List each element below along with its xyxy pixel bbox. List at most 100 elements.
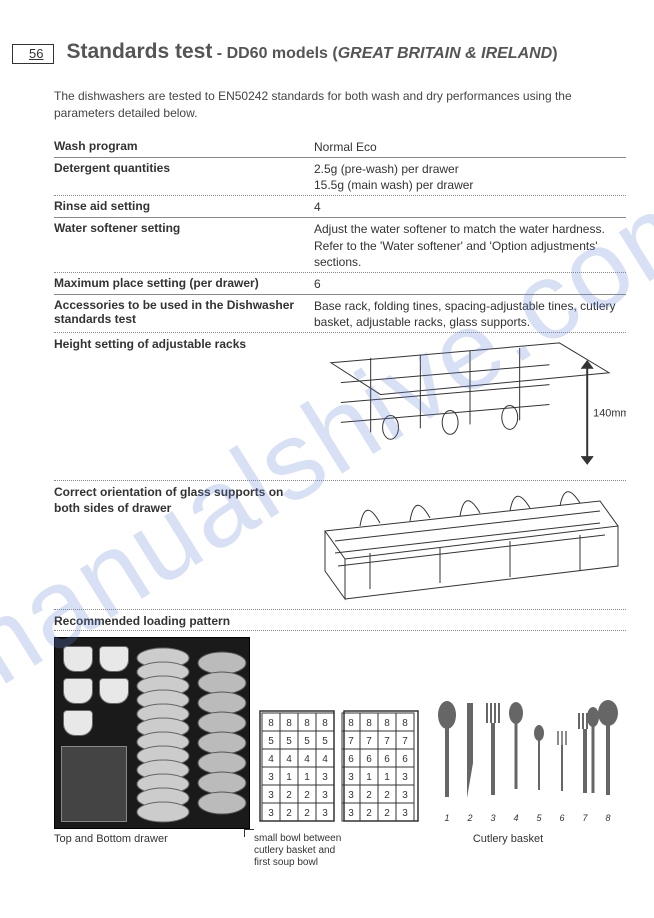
page-number: 56 [29, 46, 43, 61]
svg-text:5: 5 [304, 736, 310, 747]
svg-text:6: 6 [402, 754, 408, 765]
svg-text:3: 3 [322, 808, 328, 819]
label-accessories: Accessories to be used in the Dishwasher… [54, 298, 314, 326]
svg-text:7: 7 [348, 736, 354, 747]
label-detergent: Detergent quantities [54, 161, 314, 175]
svg-text:8: 8 [286, 718, 292, 729]
svg-text:6: 6 [348, 754, 354, 765]
svg-text:8: 8 [268, 718, 274, 729]
caption-drawer: Top and Bottom drawer [54, 833, 250, 869]
svg-text:5: 5 [268, 736, 274, 747]
value-max-place: 6 [314, 276, 626, 292]
drawer-photo [54, 637, 250, 829]
value-softener: Adjust the water softener to match the w… [314, 221, 626, 270]
rack-height-diagram: 140mm [314, 333, 626, 480]
cutlery-items-diagram: 12345678 [430, 695, 626, 829]
svg-text:4: 4 [268, 754, 274, 765]
loading-images-row: 8 8 8 8 8 8 8 8 5 5 5 5 7 7 7 7 4 4 4 4 6 6 6 6 3 1 1 3 3 1 1 3 3 2 2 3 3 2 2 3… [54, 637, 626, 829]
label-max-place: Maximum place setting (per drawer) [54, 276, 314, 290]
page-title-wrap: Standards test - DD60 models (GREAT BRIT… [66, 40, 557, 64]
title-separator: - [212, 45, 226, 62]
cutlery-basket-grid: 8 8 8 8 8 8 8 8 5 5 5 5 7 7 7 7 4 4 4 4 6 6 6 6 3 1 1 3 3 1 1 3 3 2 2 3 3 2 2 3… [258, 709, 422, 829]
label-softener: Water softener setting [54, 221, 314, 235]
svg-text:3: 3 [322, 790, 328, 801]
svg-text:5: 5 [286, 736, 292, 747]
svg-text:1: 1 [384, 772, 390, 783]
svg-text:3: 3 [402, 790, 408, 801]
svg-text:8: 8 [605, 813, 610, 823]
captions-row: Top and Bottom drawer small bowl between… [54, 833, 626, 869]
loading-pattern-section: 8 8 8 8 8 8 8 8 5 5 5 5 7 7 7 7 4 4 4 4 6 6 6 6 3 1 1 3 3 1 1 3 3 2 2 3 3 2 2 3… [54, 637, 626, 869]
svg-text:3: 3 [348, 790, 354, 801]
svg-text:4: 4 [322, 754, 328, 765]
svg-text:8: 8 [366, 718, 372, 729]
svg-text:1: 1 [304, 772, 310, 783]
svg-text:3: 3 [322, 772, 328, 783]
row-softener: Water softener setting Adjust the water … [54, 218, 626, 273]
svg-text:3: 3 [348, 772, 354, 783]
title-region: GREAT BRITAIN & IRELAND [338, 45, 553, 62]
svg-text:3: 3 [268, 790, 274, 801]
value-rinse-aid: 4 [314, 199, 626, 215]
row-accessories: Accessories to be used in the Dishwasher… [54, 295, 626, 333]
svg-text:3: 3 [402, 772, 408, 783]
svg-text:8: 8 [384, 718, 390, 729]
glass-support-diagram [314, 481, 626, 609]
specs-table: Wash program Normal Eco Detergent quanti… [54, 136, 626, 870]
label-wash-program: Wash program [54, 139, 314, 153]
value-wash-program: Normal Eco [314, 139, 626, 155]
glass-orientation-figure: Correct orientation of glass supports on… [54, 481, 626, 610]
svg-text:2: 2 [384, 808, 390, 819]
label-glass-orientation: Correct orientation of glass supports on… [54, 481, 314, 609]
title-model: DD60 models [227, 45, 328, 62]
svg-text:3: 3 [268, 808, 274, 819]
caption-cutlery-basket: Cutlery basket [350, 833, 626, 869]
page-container: manualshive.com 56 Standards test - DD60… [0, 0, 654, 889]
height-dimension-label: 140mm [593, 408, 626, 420]
svg-text:8: 8 [402, 718, 408, 729]
svg-text:8: 8 [348, 718, 354, 729]
value-detergent: 2.5g (pre-wash) per drawer 15.5g (main w… [314, 161, 626, 193]
svg-text:4: 4 [304, 754, 310, 765]
caption-small-bowl: small bowl between cutlery basket and fi… [250, 833, 350, 869]
row-rinse-aid: Rinse aid setting 4 [54, 196, 626, 218]
svg-text:2: 2 [366, 790, 372, 801]
svg-text:1: 1 [366, 772, 372, 783]
loading-pattern-header: Recommended loading pattern [54, 610, 626, 631]
page-number-box: 56 [12, 44, 54, 64]
svg-text:8: 8 [304, 718, 310, 729]
label-height-setting: Height setting of adjustable racks [54, 333, 314, 480]
svg-text:4: 4 [286, 754, 292, 765]
svg-text:7: 7 [384, 736, 390, 747]
svg-text:3: 3 [402, 808, 408, 819]
height-setting-figure: Height setting of adjustable racks 140mm [54, 333, 626, 481]
label-rinse-aid: Rinse aid setting [54, 199, 314, 213]
svg-text:7: 7 [402, 736, 408, 747]
svg-text:2: 2 [384, 790, 390, 801]
svg-text:8: 8 [322, 718, 328, 729]
svg-text:3: 3 [348, 808, 354, 819]
svg-text:5: 5 [322, 736, 328, 747]
svg-text:2: 2 [286, 808, 292, 819]
svg-text:6: 6 [559, 813, 564, 823]
svg-text:2: 2 [366, 808, 372, 819]
svg-text:3: 3 [268, 772, 274, 783]
svg-text:5: 5 [536, 813, 542, 823]
svg-text:1: 1 [444, 813, 449, 823]
svg-text:3: 3 [490, 813, 495, 823]
svg-text:7: 7 [366, 736, 372, 747]
svg-text:2: 2 [304, 808, 310, 819]
svg-text:6: 6 [384, 754, 390, 765]
intro-text: The dishwashers are tested to EN50242 st… [54, 88, 626, 122]
title-region-wrap: (GREAT BRITAIN & IRELAND) [332, 45, 557, 62]
row-max-place: Maximum place setting (per drawer) 6 [54, 273, 626, 295]
svg-text:6: 6 [366, 754, 372, 765]
row-detergent: Detergent quantities 2.5g (pre-wash) per… [54, 158, 626, 196]
svg-text:2: 2 [286, 790, 292, 801]
svg-text:2: 2 [304, 790, 310, 801]
svg-text:1: 1 [286, 772, 292, 783]
page-header: 56 Standards test - DD60 models (GREAT B… [12, 40, 626, 64]
svg-text:2: 2 [466, 813, 472, 823]
page-title: Standards test [66, 40, 212, 63]
row-wash-program: Wash program Normal Eco [54, 136, 626, 158]
